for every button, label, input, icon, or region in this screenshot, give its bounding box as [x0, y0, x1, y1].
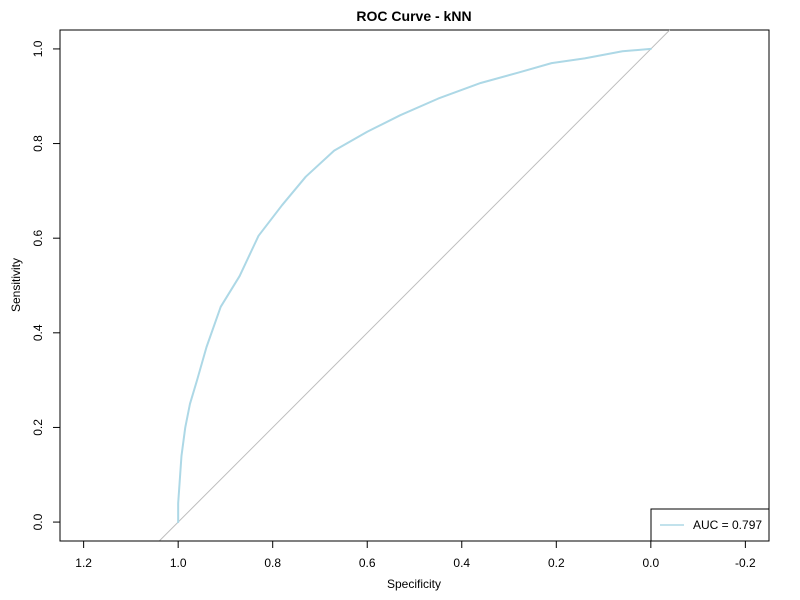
y-tick-label: 0.0 [31, 513, 45, 530]
y-tick-label: 0.2 [31, 419, 45, 436]
x-tick-label: 0.6 [359, 556, 376, 570]
y-tick-label: 1.0 [31, 40, 45, 57]
diagonal-reference-line [158, 29, 671, 542]
x-tick-label: 1.2 [75, 556, 92, 570]
y-tick-label: 0.4 [31, 324, 45, 341]
x-tick-label: 0.8 [264, 556, 281, 570]
x-tick-label: 0.0 [642, 556, 659, 570]
y-axis-label: Sensitivity [9, 258, 23, 312]
x-axis-label: Specificity [387, 577, 441, 591]
x-tick-label: -0.2 [735, 556, 756, 570]
roc-series-layer [177, 47, 652, 524]
diagonal-reference-layer [158, 29, 671, 542]
legend: AUC = 0.797 [650, 508, 770, 542]
x-tick-label: 1.0 [170, 556, 187, 570]
roc-curve-line [177, 47, 652, 524]
y-axis: 0.0 0.2 0.4 0.6 0.8 1.0 [31, 40, 61, 530]
y-tick-label: 0.8 [31, 135, 45, 152]
chart-title: ROC Curve - kNN [356, 8, 471, 24]
x-tick-label: 0.2 [548, 556, 565, 570]
x-tick-label: 0.4 [453, 556, 470, 570]
y-tick-label: 0.6 [31, 230, 45, 247]
legend-label: AUC = 0.797 [693, 518, 762, 532]
x-axis: 1.2 1.0 0.8 0.6 0.4 0.2 0.0 -0.2 [75, 540, 756, 570]
